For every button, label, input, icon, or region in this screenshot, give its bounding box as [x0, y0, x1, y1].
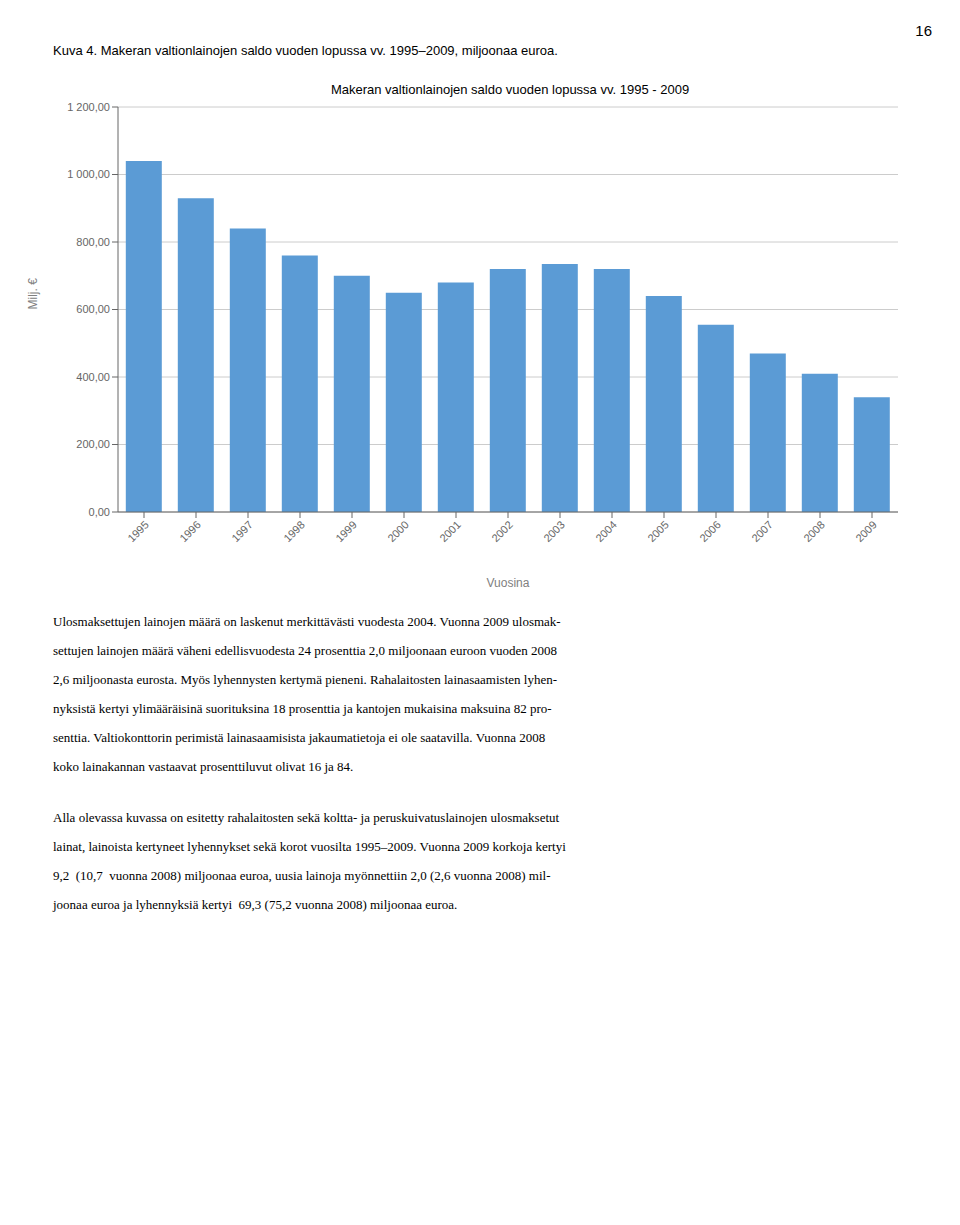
- html-text:Makeran valtionlainojen saldo: Makeran valtionlainojen saldo vuoden lop…: [330, 82, 690, 97]
- svg-text:200,00: 200,00: [76, 438, 110, 450]
- svg-text:2004: 2004: [593, 518, 619, 544]
- svg-text:2009: 2009: [853, 518, 879, 544]
- html-text:joonaa euroa ja lyhennyksiä ke: joonaa euroa ja lyhennyksiä kertyi 69,3 …: [53, 897, 458, 912]
- svg-text:600,00: 600,00: [76, 303, 110, 315]
- html-text:Ulosmaksettujen lainojen määrä: Ulosmaksettujen lainojen määrä on lasken…: [53, 614, 561, 629]
- html-text:Kuva 4. Makeran valtionlainoje: Kuva 4. Makeran valtionlainojen saldo vu…: [53, 43, 558, 58]
- html-text:2,6 miljoonasta eurosta. Myös: 2,6 miljoonasta eurosta. Myös lyhennyste…: [53, 672, 557, 687]
- svg-text:2002: 2002: [489, 518, 515, 544]
- svg-text:2001: 2001: [437, 518, 463, 544]
- svg-text:1 000,00: 1 000,00: [67, 168, 110, 180]
- html-text:senttia. Valtiokonttorin perim: senttia. Valtiokonttorin perimistä laina…: [53, 730, 546, 745]
- svg-text:800,00: 800,00: [76, 236, 110, 248]
- svg-text:Vuosina: Vuosina: [487, 576, 530, 590]
- svg-text:Milj. €: Milj. €: [26, 278, 40, 310]
- svg-text:2007: 2007: [749, 518, 775, 544]
- html-text:settujen lainojen määrä väheni: settujen lainojen määrä väheni edellisvu…: [53, 643, 557, 658]
- svg-text:2005: 2005: [645, 518, 671, 544]
- svg-text:0,00: 0,00: [89, 506, 110, 518]
- html-text:nyksistä kertyi ylimääräisinä: nyksistä kertyi ylimääräisinä suorituksi…: [53, 701, 552, 716]
- svg-text:1999: 1999: [333, 518, 359, 544]
- svg-text:400,00: 400,00: [76, 371, 110, 383]
- html-text:9,2 (10,7 vuonna 2008) miljoon: 9,2 (10,7 vuonna 2008) miljoonaa euroa, …: [53, 868, 551, 883]
- svg-text:2000: 2000: [385, 518, 411, 544]
- svg-text:1995: 1995: [125, 518, 151, 544]
- html-text:lainat, lainoista kertyneet ly: lainat, lainoista kertyneet lyhennykset …: [53, 839, 566, 854]
- svg-text:2006: 2006: [697, 518, 723, 544]
- svg-text:2008: 2008: [801, 518, 827, 544]
- svg-text:2003: 2003: [541, 518, 567, 544]
- html-text:koko lainakannan vastaavat pro: koko lainakannan vastaavat prosenttiluvu…: [53, 759, 354, 774]
- html-text:16: 16: [915, 22, 932, 39]
- svg-text:1 200,00: 1 200,00: [67, 101, 110, 113]
- svg-text:1997: 1997: [229, 518, 255, 544]
- svg-text:1998: 1998: [281, 518, 307, 544]
- svg-text:1996: 1996: [177, 518, 203, 544]
- html-text:Alla olevassa kuvassa on esite: Alla olevassa kuvassa on esitetty rahala…: [53, 810, 560, 825]
